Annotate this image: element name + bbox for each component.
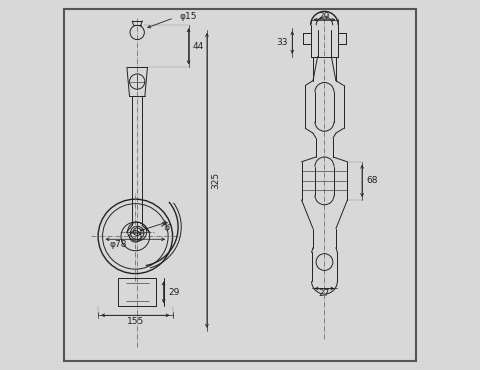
Text: 44: 44 — [193, 42, 204, 51]
Text: φ78: φ78 — [110, 240, 127, 249]
Text: 155: 155 — [127, 317, 144, 326]
Text: 68: 68 — [366, 176, 378, 185]
Text: 76: 76 — [157, 219, 171, 234]
Text: 29: 29 — [319, 11, 330, 21]
Text: 325: 325 — [211, 172, 220, 189]
Text: φ15: φ15 — [180, 12, 197, 21]
Text: 27: 27 — [319, 289, 330, 299]
Text: 29: 29 — [168, 288, 180, 297]
Text: 33: 33 — [276, 38, 288, 47]
